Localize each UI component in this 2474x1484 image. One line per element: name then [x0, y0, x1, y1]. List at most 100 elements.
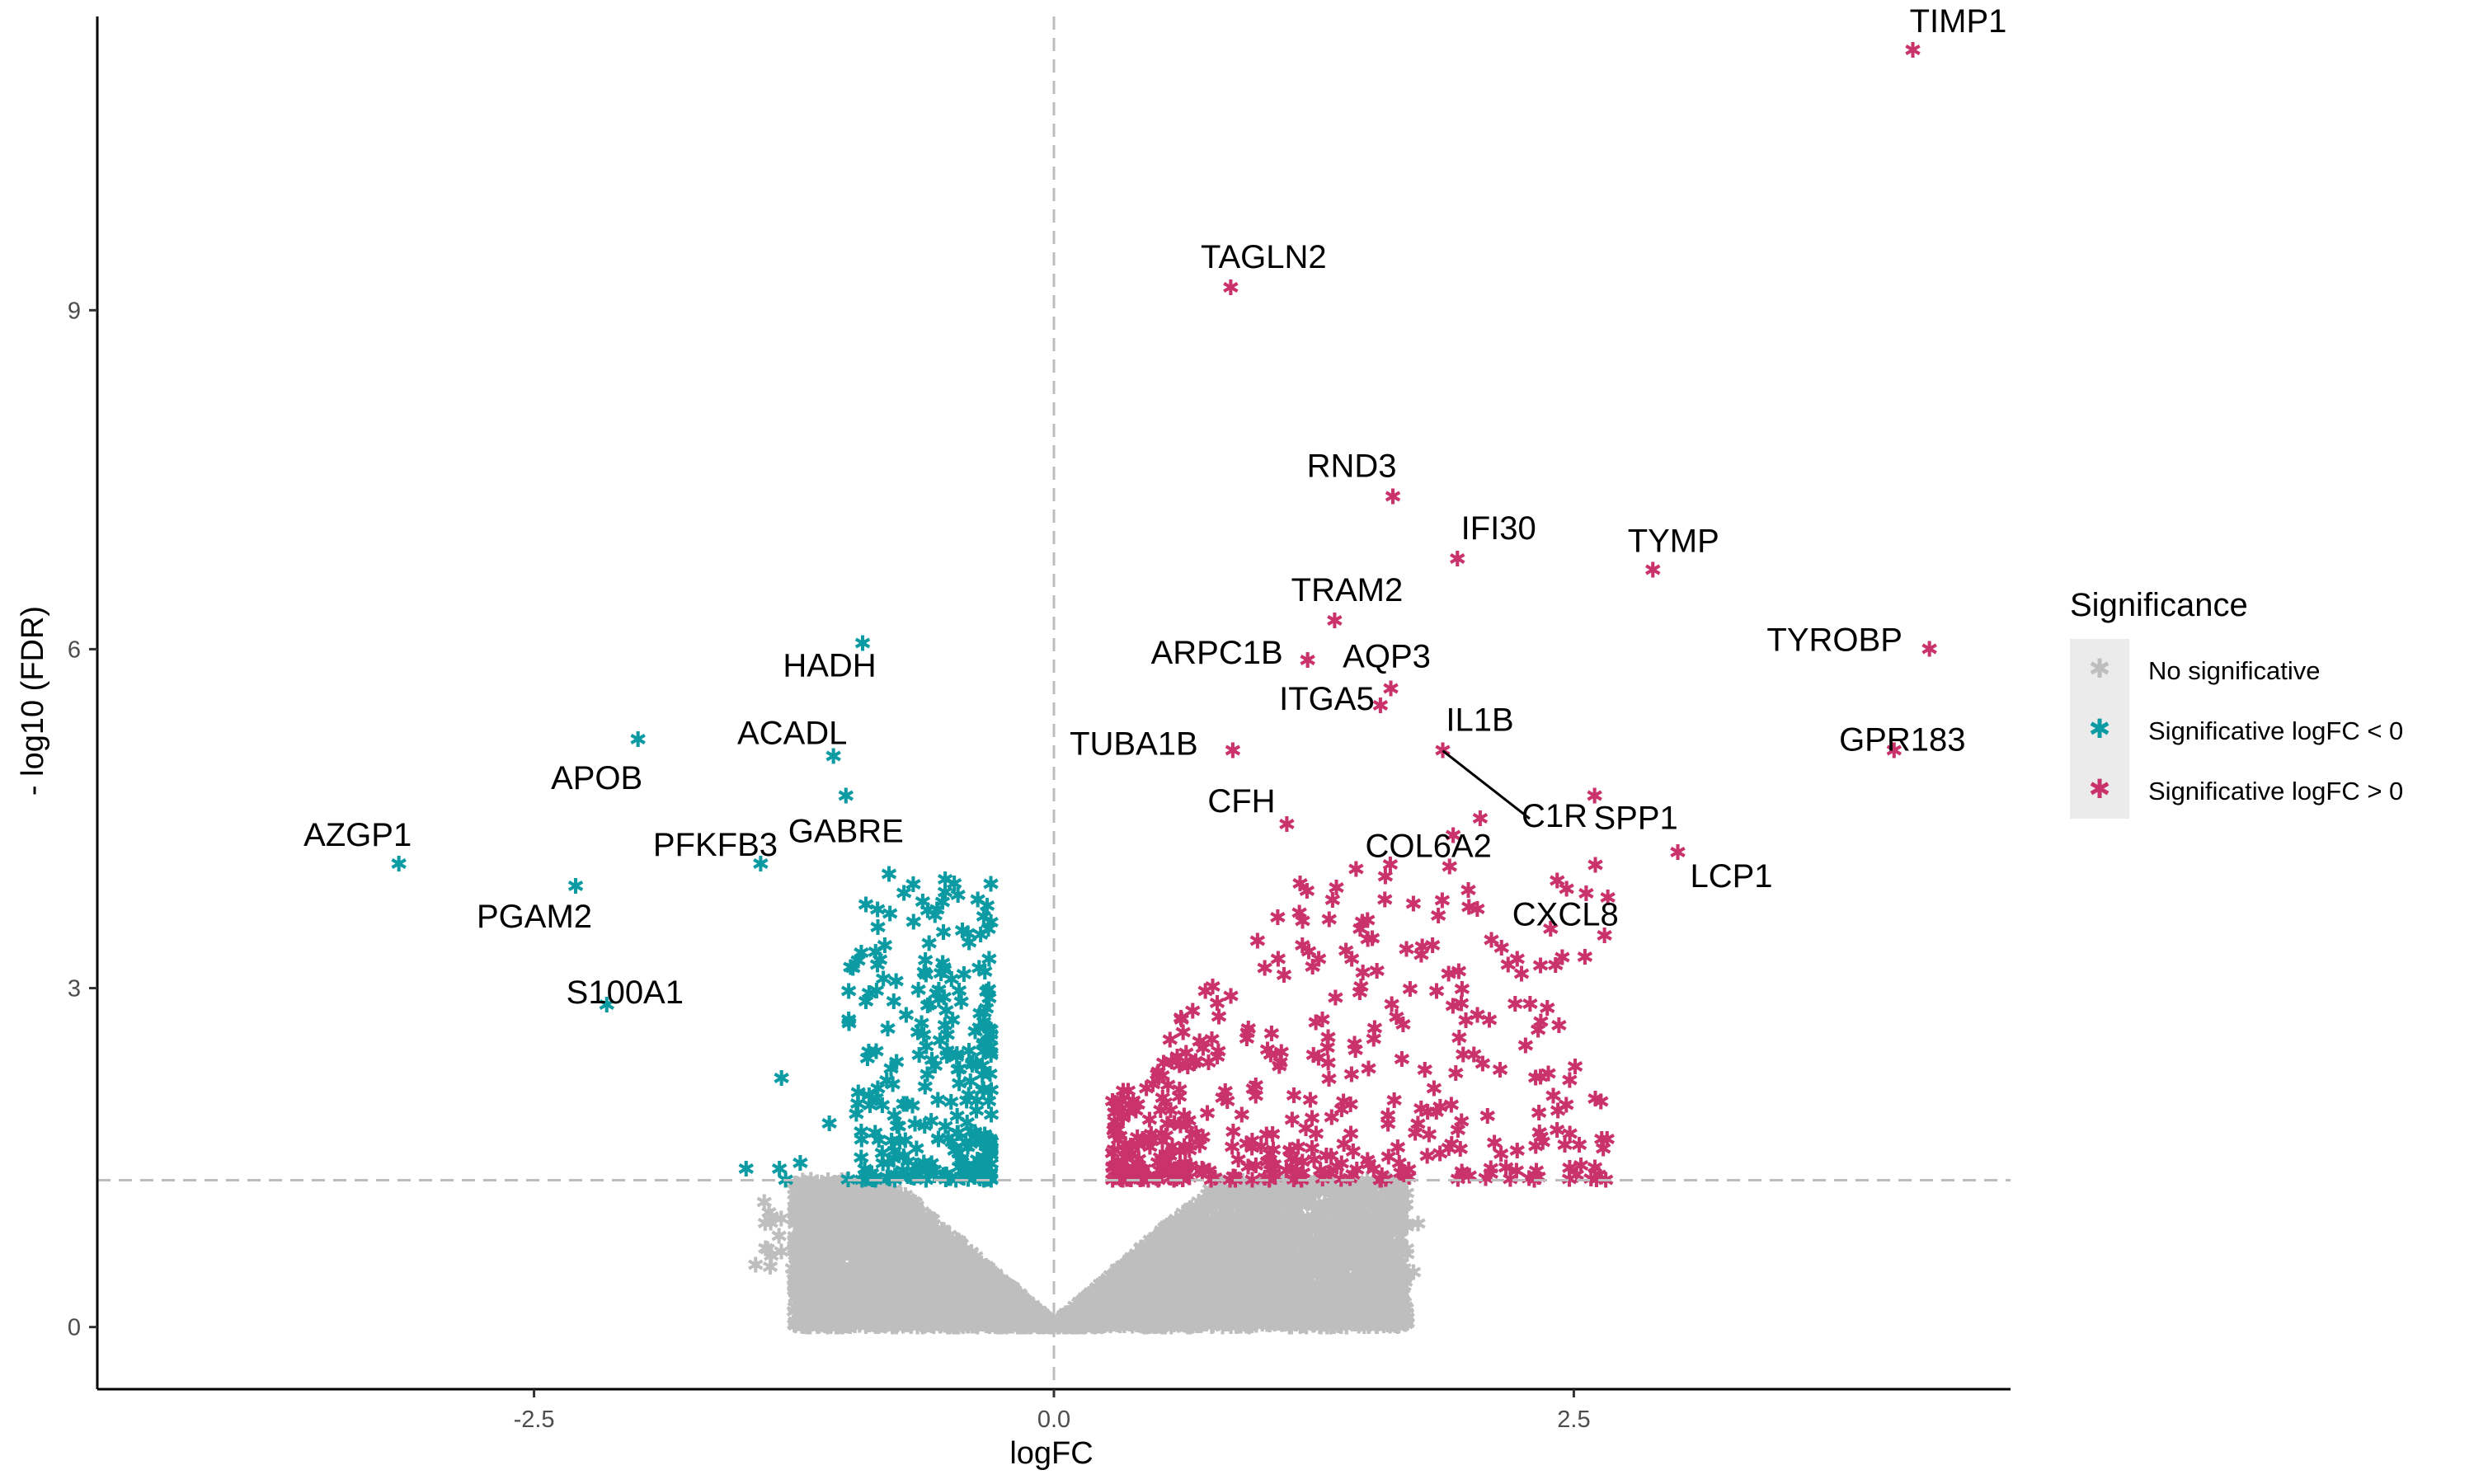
point-no-significative: ✱ — [1027, 1309, 1045, 1334]
point-no-significative: ✱ — [788, 1258, 806, 1283]
point-no-significative: ✱ — [1388, 1242, 1406, 1266]
point-no-significative: ✱ — [1164, 1290, 1182, 1315]
point-no-significative: ✱ — [1060, 1308, 1078, 1333]
point-no-significative: ✱ — [1149, 1242, 1167, 1267]
point-no-significative: ✱ — [993, 1313, 1011, 1337]
point-no-significative: ✱ — [1380, 1299, 1399, 1324]
point-no-significative: ✱ — [1365, 1274, 1383, 1298]
point-no-significative: ✱ — [796, 1297, 814, 1322]
point-no-significative: ✱ — [907, 1288, 925, 1313]
point-no-significative: ✱ — [1272, 1310, 1291, 1335]
point-no-significative: ✱ — [835, 1206, 853, 1231]
point-no-significative: ✱ — [1003, 1311, 1021, 1336]
point-no-significative: ✱ — [841, 1172, 859, 1196]
point-no-significative: ✱ — [1037, 1313, 1055, 1337]
point-no-significative: ✱ — [1042, 1314, 1061, 1339]
point-no-significative: ✱ — [1032, 1311, 1051, 1336]
point-no-significative: ✱ — [1379, 1281, 1397, 1306]
point-no-significative: ✱ — [793, 1231, 811, 1256]
point-no-significative: ✱ — [1262, 1261, 1280, 1286]
point-no-significative: ✱ — [985, 1266, 1004, 1291]
point-no-significative: ✱ — [1216, 1254, 1234, 1279]
point-no-significative: ✱ — [979, 1298, 997, 1323]
point-no-significative: ✱ — [1232, 1209, 1250, 1234]
point-no-significative: ✱ — [985, 1293, 1004, 1317]
point-no-significative: ✱ — [1291, 1224, 1310, 1249]
point-no-significative: ✱ — [1188, 1225, 1206, 1250]
point-no-significative: ✱ — [1080, 1283, 1098, 1308]
point-no-significative: ✱ — [1243, 1298, 1261, 1323]
point-no-significative: ✱ — [930, 1246, 948, 1270]
point-no-significative: ✱ — [1380, 1248, 1399, 1273]
point-no-significative: ✱ — [932, 1299, 950, 1324]
point-no-significative: ✱ — [1009, 1306, 1028, 1331]
point-no-significative: ✱ — [1181, 1201, 1199, 1226]
point-no-significative: ✱ — [829, 1233, 847, 1258]
point-no-significative: ✱ — [951, 1312, 969, 1336]
point-no-significative: ✱ — [1059, 1302, 1077, 1327]
point-no-significative: ✱ — [795, 1298, 813, 1322]
point-no-significative: ✱ — [1253, 1212, 1271, 1237]
point-no-significative: ✱ — [1113, 1291, 1131, 1316]
point-no-significative: ✱ — [1251, 1223, 1269, 1247]
point-no-significative: ✱ — [844, 1242, 863, 1267]
point-no-significative: ✱ — [1392, 1182, 1410, 1207]
point-no-significative: ✱ — [1123, 1303, 1141, 1327]
point-no-significative: ✱ — [1235, 1234, 1253, 1259]
point-no-significative: ✱ — [959, 1304, 977, 1329]
points-no-significative: ✱✱✱✱✱✱✱✱✱ ✱✱✱✱✱✱✱✱✱✱✱ ✱✱✱✱✱✱✱ ✱✱✱✱✱✱✱✱✱✱✱✱✱… — [746, 1168, 1427, 1340]
point-no-significative: ✱ — [1357, 1298, 1375, 1323]
point-no-significative: ✱ — [876, 1190, 894, 1215]
point-no-significative: ✱ — [1074, 1299, 1092, 1324]
point-no-significative: ✱ — [1093, 1307, 1111, 1331]
point-no-significative: ✱ — [1346, 1184, 1364, 1209]
point-no-significative: ✱ — [990, 1304, 1009, 1329]
point-no-significative: ✱ — [822, 1244, 840, 1269]
point-no-significative: ✱ — [1103, 1302, 1121, 1327]
point-no-significative: ✱ — [1057, 1315, 1075, 1340]
point-no-significative: ✱ — [969, 1306, 987, 1331]
point-no-significative: ✱ — [877, 1182, 896, 1207]
point-no-significative: ✱ — [1314, 1289, 1332, 1313]
point-no-significative: ✱ — [908, 1280, 926, 1304]
point-no-significative: ✱ — [1239, 1308, 1258, 1332]
point-no-significative: ✱ — [1093, 1289, 1111, 1313]
point-no-significative: ✱ — [1095, 1307, 1113, 1331]
point-no-significative: ✱ — [807, 1266, 825, 1291]
point-no-significative: ✱ — [1364, 1247, 1382, 1271]
point-no-significative: ✱ — [999, 1313, 1018, 1337]
point-no-significative: ✱ — [1378, 1209, 1396, 1233]
point-no-significative: ✱ — [852, 1248, 870, 1273]
point-no-significative: ✱ — [1002, 1307, 1020, 1331]
point-no-significative: ✱ — [943, 1263, 961, 1288]
point-no-significative: ✱ — [1075, 1304, 1094, 1329]
point-no-significative: ✱ — [1230, 1293, 1248, 1317]
point-no-significative: ✱ — [931, 1298, 949, 1323]
point-no-significative: ✱ — [848, 1228, 866, 1252]
point-no-significative: ✱ — [1000, 1314, 1018, 1339]
point-no-significative: ✱ — [1153, 1302, 1171, 1327]
point-no-significative: ✱ — [1086, 1309, 1104, 1334]
point-no-significative: ✱ — [1089, 1312, 1108, 1336]
point-no-significative: ✱ — [977, 1275, 995, 1300]
point-no-significative: ✱ — [908, 1308, 926, 1332]
point-no-significative: ✱ — [1385, 1252, 1403, 1276]
point-no-significative: ✱ — [1145, 1227, 1163, 1252]
point-no-significative: ✱ — [802, 1271, 820, 1296]
point-no-significative: ✱ — [1282, 1203, 1300, 1228]
point-no-significative: ✱ — [1329, 1268, 1348, 1293]
point-no-significative: ✱ — [1356, 1286, 1374, 1311]
point-no-significative: ✱ — [1304, 1195, 1322, 1220]
point-no-significative: ✱ — [1169, 1288, 1187, 1313]
point-no-significative: ✱ — [871, 1266, 889, 1291]
point-no-significative: ✱ — [948, 1273, 966, 1298]
point-no-significative: ✱ — [1288, 1198, 1306, 1223]
point-no-significative: ✱ — [1343, 1299, 1361, 1324]
point-no-significative: ✱ — [1191, 1210, 1209, 1235]
point-no-significative: ✱ — [1003, 1300, 1021, 1325]
point-no-significative: ✱ — [810, 1313, 828, 1338]
point-no-significative: ✱ — [812, 1275, 830, 1300]
point-no-significative: ✱ — [1295, 1264, 1313, 1289]
point-no-significative: ✱ — [1372, 1282, 1390, 1307]
